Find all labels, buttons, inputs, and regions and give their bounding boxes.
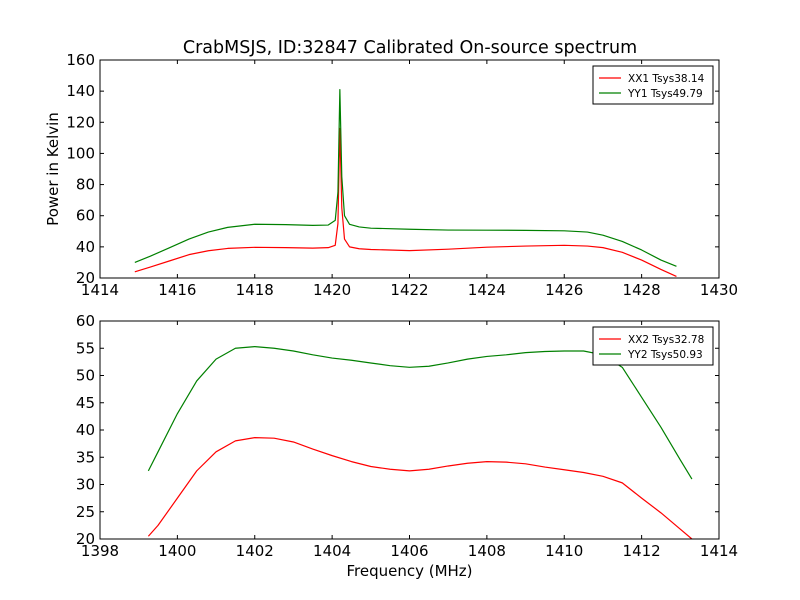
x-tick-label: 1422	[390, 281, 428, 299]
y-tick-label: 35	[76, 448, 95, 466]
x-tick-label: 1404	[313, 542, 351, 560]
y-tick-label: 40	[76, 238, 95, 256]
y-tick-label: 100	[66, 144, 95, 162]
x-tick-label: 1402	[236, 542, 274, 560]
y-tick-label: 25	[76, 503, 95, 521]
y-tick-label: 80	[76, 176, 95, 194]
y-tick-label: 120	[66, 113, 95, 131]
x-tick-label: 1398	[81, 542, 119, 560]
x-tick-label: 1414	[81, 281, 119, 299]
y-tick-label: 45	[76, 394, 95, 412]
legend-box	[592, 326, 714, 366]
x-tick-label: 1424	[468, 281, 506, 299]
series-line-xx1-tsys38-14	[134, 127, 677, 277]
x-tick-label: 1406	[390, 542, 428, 560]
x-tick-label: 1410	[545, 542, 583, 560]
x-tick-label: 1408	[468, 542, 506, 560]
legend-entry: XX2 Tsys32.78	[628, 334, 704, 346]
y-axis-label: Power in Kelvin	[44, 112, 62, 226]
legend-box	[592, 65, 714, 105]
x-tick-label: 1400	[158, 542, 196, 560]
y-tick-label: 40	[76, 421, 95, 439]
x-tick-label: 1428	[623, 281, 661, 299]
y-tick-label: 20	[76, 530, 95, 548]
legend-entry: YY2 Tsys50.93	[627, 349, 703, 361]
legend: XX1 Tsys38.14 YY1 Tsys49.79	[592, 65, 714, 105]
series-line-yy1-tsys49-79	[134, 88, 677, 267]
x-tick-label: 1420	[313, 281, 351, 299]
series-line-xx2-tsys32-78	[147, 437, 693, 540]
y-tick-label: 55	[76, 339, 95, 357]
y-tick-label: 140	[66, 82, 95, 100]
x-tick-label: 1430	[700, 281, 738, 299]
y-tick-label: 30	[76, 476, 95, 494]
legend-entry: YY1 Tsys49.79	[627, 88, 703, 100]
y-tick-label: 160	[66, 51, 95, 69]
top-spectrum-plot: 1414 1416 1418 1420 1422 1424 1426 1428 1430 20 40…	[44, 51, 738, 299]
y-tick-label: 60	[76, 207, 95, 225]
legend-entry: XX1 Tsys38.14	[628, 73, 705, 85]
x-tick-label: 1412	[623, 542, 661, 560]
y-tick-label: 20	[76, 269, 95, 287]
legend: XX2 Tsys32.78 YY2 Tsys50.93	[592, 326, 714, 366]
x-tick-label: 1418	[236, 281, 274, 299]
x-axis-label: Frequency (MHz)	[346, 562, 472, 580]
x-tick-label: 1414	[700, 542, 738, 560]
bottom-spectrum-plot: 1398 1400 1402 1404 1406 1408 1410 1412 1414 20 25…	[76, 312, 738, 580]
chart-title: CrabMSJS, ID:32847 Calibrated On-source …	[183, 38, 637, 58]
y-tick-label: 50	[76, 367, 95, 385]
y-tick-label: 60	[76, 312, 95, 330]
x-tick-label: 1426	[545, 281, 583, 299]
x-tick-label: 1416	[158, 281, 196, 299]
